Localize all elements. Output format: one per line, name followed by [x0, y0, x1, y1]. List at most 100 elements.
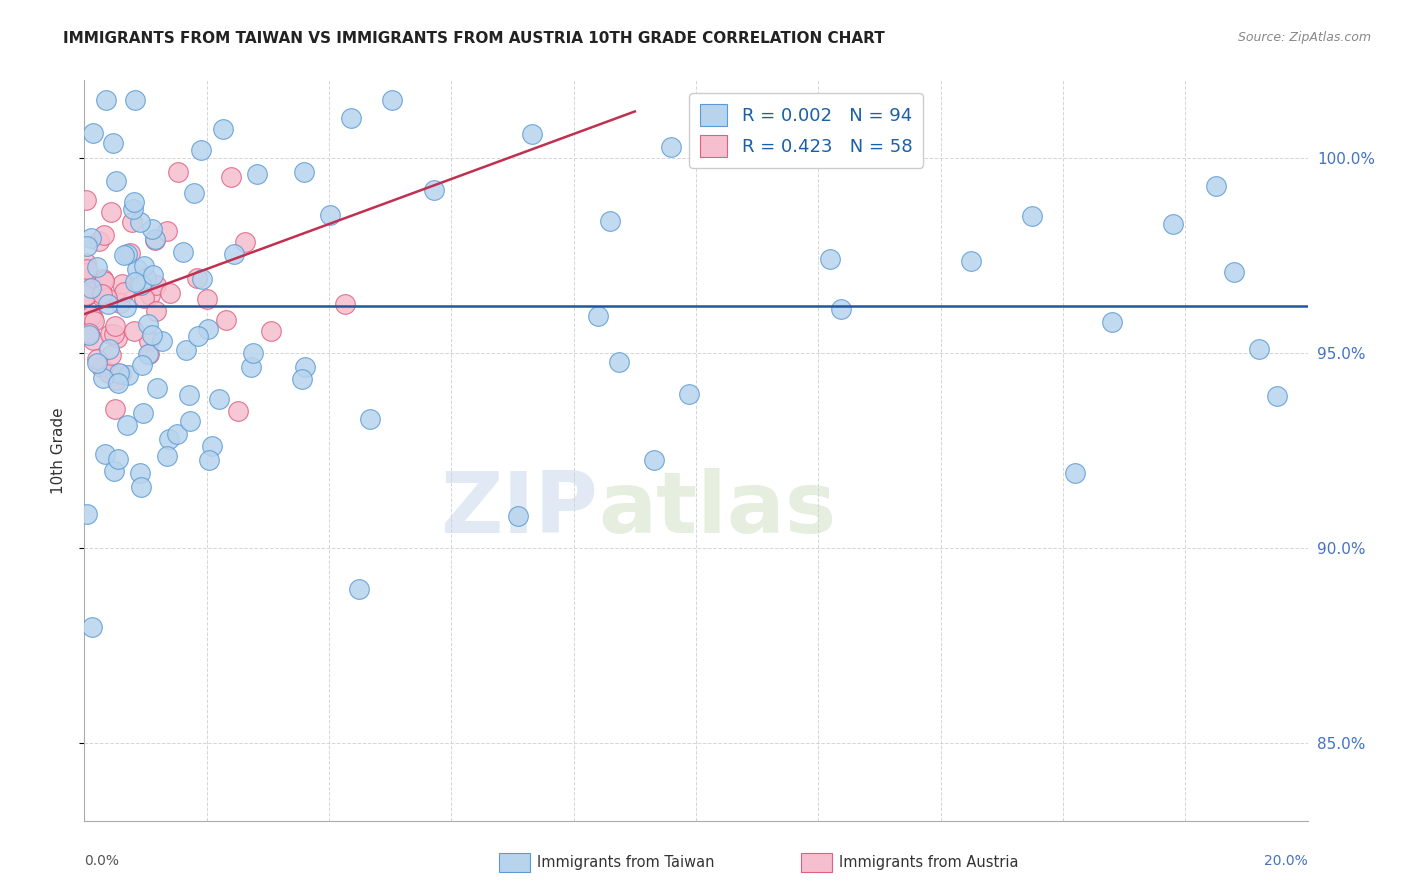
Point [115, 300, 138, 314]
Point [349, 582, 371, 596]
Point [75, 288, 97, 302]
Point [208, 392, 231, 406]
Point [124, 276, 146, 290]
Point [246, 167, 269, 181]
Point [146, 381, 169, 395]
Point [82, 333, 104, 347]
Point [156, 224, 179, 238]
Point [141, 268, 163, 283]
Point [183, 186, 205, 200]
Point [80, 309, 103, 323]
Point [112, 285, 135, 299]
Point [75, 266, 97, 280]
Point [75, 256, 97, 270]
Point [112, 248, 135, 262]
Point [96, 93, 118, 107]
Point [100, 348, 122, 362]
Point [128, 215, 150, 229]
Point [678, 386, 700, 401]
Point [80, 231, 103, 245]
Point [107, 376, 129, 390]
Point [91, 272, 114, 286]
Text: Immigrants from Taiwan: Immigrants from Taiwan [537, 855, 714, 870]
Point [197, 452, 219, 467]
Point [91, 370, 114, 384]
Point [107, 451, 129, 466]
Point [197, 322, 219, 336]
Point [222, 247, 245, 261]
Point [141, 221, 163, 235]
Point [508, 509, 530, 524]
Point [101, 136, 124, 151]
Point [124, 93, 146, 107]
Point [122, 195, 145, 210]
Point [1265, 389, 1288, 403]
Point [132, 405, 155, 419]
Point [212, 121, 235, 136]
Point [103, 326, 125, 341]
Point [136, 317, 159, 331]
Point [138, 347, 160, 361]
Point [143, 233, 166, 247]
Point [136, 347, 159, 361]
Point [115, 418, 138, 433]
Point [141, 327, 163, 342]
Point [292, 165, 315, 179]
Point [117, 368, 139, 382]
Point [609, 354, 631, 368]
Point [110, 367, 132, 381]
Point [76, 261, 98, 276]
Point [260, 324, 283, 338]
Point [333, 297, 356, 311]
Point [187, 328, 209, 343]
Point [75, 324, 97, 338]
Point [167, 165, 190, 179]
Point [201, 439, 224, 453]
Point [359, 412, 381, 426]
Y-axis label: 10th Grade: 10th Grade [51, 407, 66, 494]
Text: 0.0%: 0.0% [84, 854, 120, 868]
Point [1101, 314, 1123, 328]
Point [97, 342, 120, 356]
Point [76, 239, 98, 253]
Text: IMMIGRANTS FROM TAIWAN VS IMMIGRANTS FROM AUSTRIA 10TH GRADE CORRELATION CHART: IMMIGRANTS FROM TAIWAN VS IMMIGRANTS FRO… [63, 31, 884, 46]
Point [659, 140, 682, 154]
Point [127, 262, 149, 277]
Point [132, 259, 155, 273]
Point [145, 278, 167, 293]
Point [174, 343, 197, 357]
Point [186, 271, 208, 285]
Point [128, 276, 150, 290]
Point [104, 174, 127, 188]
Point [319, 208, 342, 222]
Point [104, 319, 127, 334]
Point [157, 432, 180, 446]
Point [1223, 265, 1246, 279]
Point [79, 328, 101, 343]
Point [82, 311, 104, 326]
Point [150, 334, 173, 348]
Point [166, 426, 188, 441]
Point [830, 301, 852, 316]
Point [129, 277, 152, 292]
Point [86, 356, 108, 370]
Point [115, 247, 138, 261]
Point [86, 351, 108, 366]
Point [139, 288, 162, 302]
Point [1021, 209, 1043, 223]
Point [128, 466, 150, 480]
Point [226, 404, 249, 418]
Text: Immigrants from Austria: Immigrants from Austria [839, 855, 1019, 870]
Point [111, 277, 134, 292]
Point [214, 313, 236, 327]
Point [132, 291, 155, 305]
Point [143, 232, 166, 246]
Point [294, 359, 316, 374]
Point [121, 215, 143, 229]
Point [98, 366, 121, 380]
Point [83, 313, 105, 327]
Point [135, 271, 157, 285]
Point [75, 193, 97, 207]
Point [219, 170, 242, 185]
Point [381, 93, 404, 107]
